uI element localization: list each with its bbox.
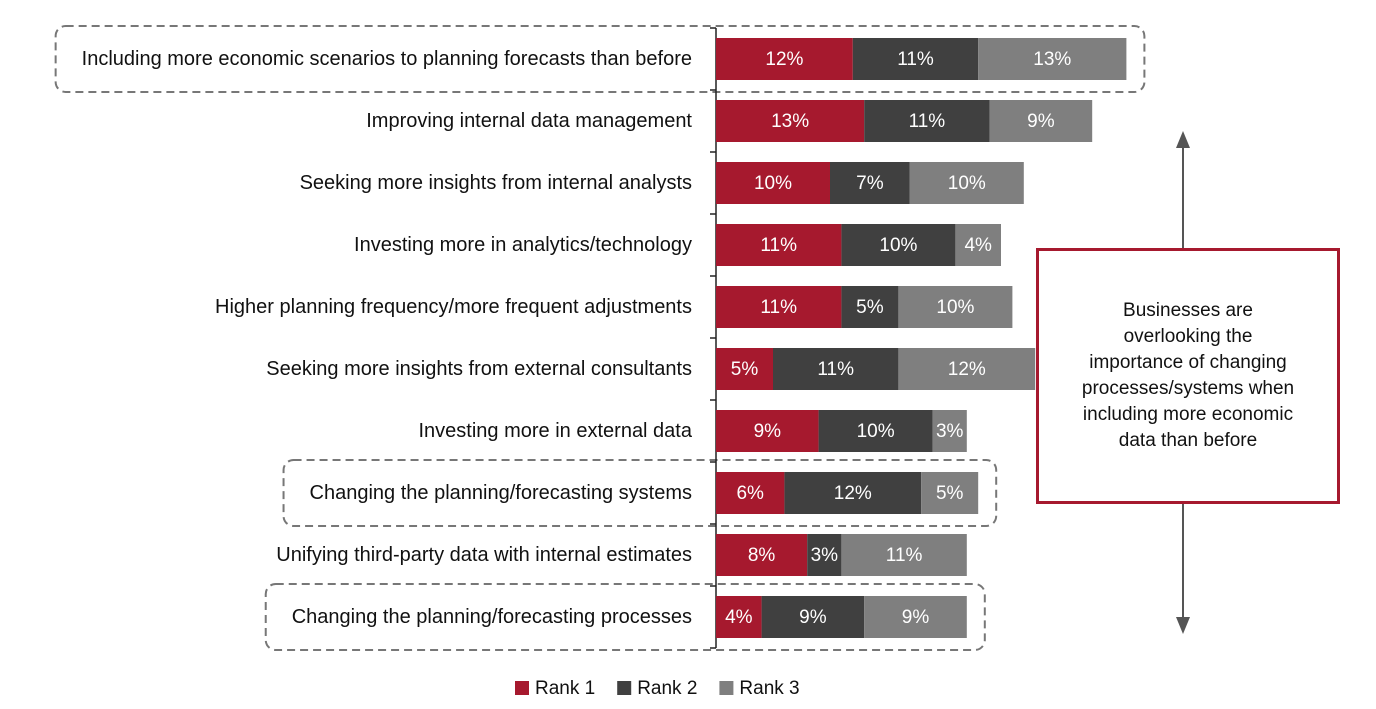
value-label: 11% <box>817 359 854 380</box>
value-label: 10% <box>936 297 974 318</box>
value-label: 9% <box>1027 111 1055 132</box>
bar <box>716 348 773 390</box>
highlight-box <box>54 25 1146 93</box>
value-label: 9% <box>902 607 930 628</box>
bar <box>716 100 865 142</box>
legend-label: Rank 1 <box>535 678 595 699</box>
bar <box>852 38 979 80</box>
bar <box>716 534 808 576</box>
bar <box>989 100 1093 142</box>
arrow-head <box>1176 617 1190 634</box>
value-label: 7% <box>856 173 884 194</box>
value-label: 3% <box>811 545 839 566</box>
bar <box>716 596 762 638</box>
value-label: 12% <box>948 359 986 380</box>
value-label: 11% <box>909 111 946 132</box>
highlight-layer <box>54 25 1146 651</box>
value-label: 8% <box>748 545 776 566</box>
bar <box>841 286 899 328</box>
annotation-line: importance of changing <box>1089 352 1287 373</box>
bar <box>716 162 830 204</box>
annotation-line: including more economic <box>1082 404 1294 425</box>
bar <box>864 100 990 142</box>
annotation-line: data than before <box>1118 430 1258 451</box>
category-label: Changing the planning/forecasting system… <box>309 482 692 504</box>
bar <box>807 534 842 576</box>
value-label: 10% <box>857 421 895 442</box>
value-label: 9% <box>799 607 827 628</box>
category-label: Including more economic scenarios to pla… <box>81 48 692 70</box>
value-label: 5% <box>936 483 964 504</box>
category-label: Higher planning frequency/more frequent … <box>215 296 692 318</box>
bar <box>932 410 967 452</box>
bar <box>784 472 922 514</box>
value-label: 10% <box>948 173 986 194</box>
bar <box>841 534 967 576</box>
legend-swatch <box>617 681 632 695</box>
bar <box>716 286 842 328</box>
bar <box>898 286 1013 328</box>
annotation-box: Businesses are overlooking the importance … <box>1036 248 1340 504</box>
legend-swatch <box>719 681 734 695</box>
category-label: Investing more in analytics/technology <box>354 234 692 256</box>
bar <box>716 472 785 514</box>
value-label: 10% <box>754 173 792 194</box>
value-label: 4% <box>725 607 753 628</box>
value-label: 12% <box>765 49 803 70</box>
arrow-head <box>1176 131 1190 148</box>
value-label: 5% <box>856 297 884 318</box>
value-label: 11% <box>760 297 797 318</box>
value-label: 10% <box>879 235 917 256</box>
bar <box>761 596 865 638</box>
value-label: 5% <box>731 359 759 380</box>
bar <box>773 348 899 390</box>
value-label: 11% <box>897 49 934 70</box>
bar <box>864 596 967 638</box>
category-label: Changing the planning/forecasting proces… <box>291 606 692 628</box>
bar <box>898 348 1036 390</box>
value-label: 11% <box>886 545 923 566</box>
annotation-line: Businesses are <box>1123 300 1253 321</box>
value-label: 3% <box>936 421 964 442</box>
value-label: 11% <box>760 235 797 256</box>
bar <box>830 162 910 204</box>
highlight-box <box>264 583 986 651</box>
legend-label: Rank 2 <box>637 678 697 699</box>
category-label: Unifying third-party data with internal … <box>276 544 692 566</box>
bar <box>841 224 956 266</box>
bar <box>955 224 1001 266</box>
annotation-line: overlooking the <box>1123 326 1253 347</box>
legend-label: Rank 3 <box>739 678 799 699</box>
bar <box>921 472 979 514</box>
value-label: 13% <box>1033 49 1071 70</box>
bar <box>716 224 842 266</box>
highlight-box <box>282 459 998 527</box>
legend-swatch <box>515 681 529 695</box>
value-label: 9% <box>754 421 782 442</box>
value-label: 13% <box>771 111 809 132</box>
category-label: Investing more in external data <box>418 420 693 442</box>
bar <box>716 410 819 452</box>
bar <box>909 162 1024 204</box>
category-label: Improving internal data management <box>366 110 692 132</box>
value-label: 12% <box>834 483 872 504</box>
bar <box>716 38 853 80</box>
bar <box>978 38 1127 80</box>
bar <box>818 410 933 452</box>
category-label: Seeking more insights from internal anal… <box>299 172 692 194</box>
annotation-line: processes/systems when <box>1081 378 1295 399</box>
value-label: 4% <box>964 235 992 256</box>
value-label: 6% <box>736 483 764 504</box>
category-label: Seeking more insights from external cons… <box>266 358 692 380</box>
